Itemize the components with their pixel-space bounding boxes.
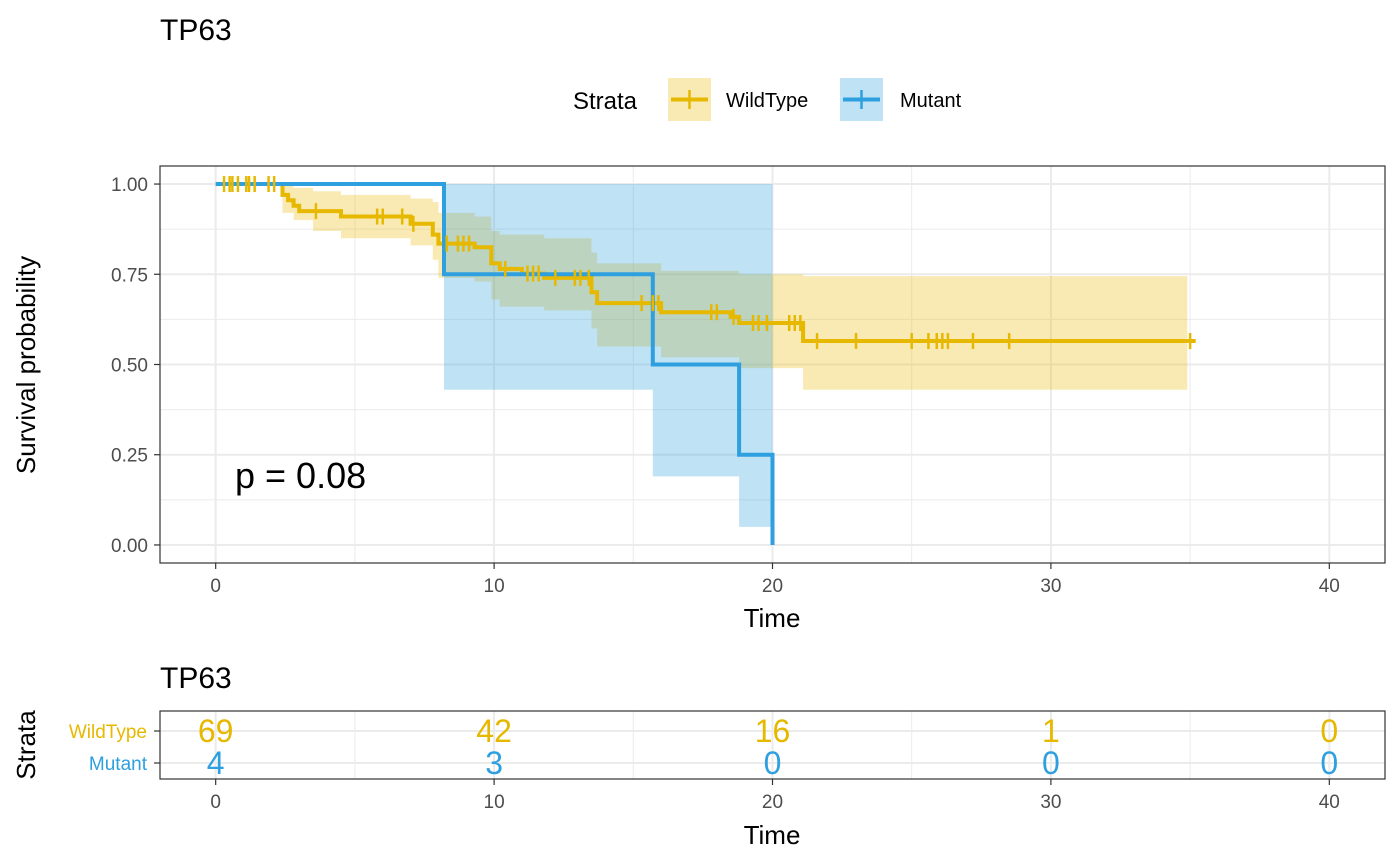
risk-count-mutant: 0 (1042, 745, 1060, 781)
table-x-tick-label: 40 (1319, 792, 1340, 813)
risk-count-wildtype: 16 (755, 713, 791, 749)
y-tick-label: 1.00 (111, 175, 148, 196)
ci-band-mutant (215, 184, 773, 527)
risk-table-x-axis-title: Time (744, 820, 801, 850)
km-plot-panel: p = 0.08 0 10 20 30 40 0.00 0.25 0.50 0.75 1.00 (111, 165, 1386, 597)
x-tick-label: 30 (1040, 576, 1061, 597)
risk-table-title: TP63 (160, 662, 232, 695)
legend-label-mutant: Mutant (900, 90, 962, 112)
table-x-tick-label: 0 (210, 792, 221, 813)
km-curve-wildtype (215, 182, 1196, 343)
strata-label-mutant: Mutant (89, 754, 148, 775)
risk-count-mutant: 0 (764, 745, 782, 781)
main-y-axis-title: Survival probability (11, 256, 41, 474)
risk-count-mutant: 4 (207, 745, 225, 781)
risk-count-wildtype: 69 (198, 713, 234, 749)
legend-label-wildtype: WildType (726, 90, 808, 112)
x-tick-label: 10 (484, 576, 505, 597)
plot-title: TP63 (160, 14, 232, 47)
legend-title: Strata (573, 88, 638, 115)
confidence-bands (215, 184, 1188, 527)
risk-count-mutant: 0 (1320, 745, 1338, 781)
y-tick-label: 0.75 (111, 265, 148, 286)
legend: Strata WildType Mutant (573, 78, 962, 121)
table-x-tick-label: 10 (484, 792, 505, 813)
table-x-tick-label: 30 (1040, 792, 1061, 813)
ci-band-wildtype (215, 184, 1188, 390)
strata-label-wildtype: WildType (69, 722, 147, 743)
y-tick-label: 0.00 (111, 536, 148, 557)
main-x-axis-title: Time (744, 603, 801, 633)
table-x-tick-label: 20 (762, 792, 783, 813)
x-tick-label: 40 (1319, 576, 1340, 597)
p-value-annotation: p = 0.08 (235, 455, 366, 496)
y-tick-label: 0.25 (111, 446, 148, 467)
risk-table-y-axis-title: Strata (11, 710, 41, 780)
risk-count-wildtype: 0 (1320, 713, 1338, 749)
km-curve-mutant (215, 182, 775, 545)
main-axes: 0 10 20 30 40 0.00 0.25 0.50 0.75 1.00 (111, 175, 1340, 597)
survival-curves (215, 182, 1196, 545)
risk-count-wildtype: 1 (1042, 713, 1060, 749)
risk-table-values: 69 42 16 1 04 3 0 0 0 (198, 713, 1338, 781)
risk-count-wildtype: 42 (476, 713, 512, 749)
risk-count-mutant: 3 (485, 745, 503, 781)
x-tick-label: 20 (762, 576, 783, 597)
y-tick-label: 0.50 (111, 356, 148, 377)
x-tick-label: 0 (210, 576, 221, 597)
risk-table-gridlines (160, 711, 1385, 779)
censor-marks (222, 176, 1192, 350)
